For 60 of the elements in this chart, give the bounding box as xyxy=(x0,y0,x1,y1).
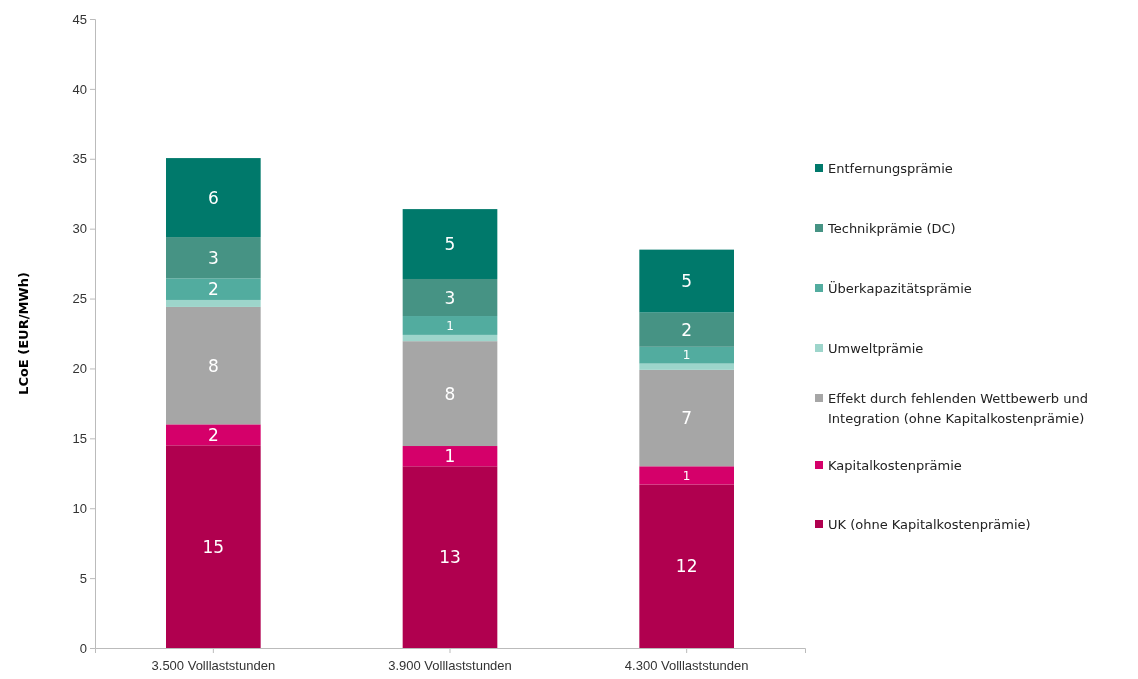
data-label: 6 xyxy=(207,187,219,208)
data-label: 3 xyxy=(444,287,456,308)
data-label: 15 xyxy=(202,536,225,557)
bar xyxy=(639,312,734,347)
y-tick-label: 20 xyxy=(72,361,87,377)
y-tick-label: 35 xyxy=(72,151,87,167)
bar xyxy=(166,299,261,307)
bar xyxy=(166,424,261,446)
bar xyxy=(402,278,498,317)
bar xyxy=(402,446,498,467)
legend-label: Effekt durch fehlenden Wettbewerb und Integration (ohne Kapitalkostenprämie) xyxy=(828,390,1088,426)
bar xyxy=(402,316,498,335)
data-label: 2 xyxy=(681,319,693,340)
data-label: 2 xyxy=(207,279,219,300)
y-tick-label: 15 xyxy=(72,430,87,446)
data-label: 3 xyxy=(207,247,219,268)
bar xyxy=(639,249,734,313)
x-tick-label: 3.500 Volllaststunden xyxy=(151,658,276,674)
data-label: 5 xyxy=(444,234,456,255)
y-tick-label: 25 xyxy=(72,291,87,307)
legend-label: Umweltprämie xyxy=(828,340,924,356)
data-label: 13 xyxy=(439,547,461,568)
bar xyxy=(639,346,734,364)
bar xyxy=(402,466,498,648)
data-label: 1 xyxy=(682,348,691,363)
y-tick-label: 10 xyxy=(72,500,87,516)
data-label: 1 xyxy=(444,446,456,467)
bar xyxy=(166,445,261,648)
data-label: 7 xyxy=(681,408,693,429)
legend-label: Überkapazitätsprämie xyxy=(828,279,972,296)
bar xyxy=(166,158,261,238)
x-tick-label: 3.900 Volllaststunden xyxy=(388,658,512,674)
y-tick-label: 5 xyxy=(79,570,87,586)
y-tick-label: 0 xyxy=(79,640,87,656)
bar xyxy=(639,466,734,485)
bar xyxy=(402,334,498,342)
bar xyxy=(166,306,261,425)
x-tick-label: 4.300 Volllaststunden xyxy=(624,658,749,674)
bar xyxy=(166,278,261,300)
legend-label: Kapitalkostenprämie xyxy=(828,457,962,473)
data-label: 12 xyxy=(675,556,698,577)
y-axis-title: LCoE (EUR/MWh) xyxy=(16,272,31,395)
y-tick-label: 40 xyxy=(72,81,87,97)
bar xyxy=(639,369,734,467)
legend-label: Technikprämie (DC) xyxy=(827,220,956,236)
bar xyxy=(639,484,734,648)
y-tick-label: 30 xyxy=(72,221,87,237)
data-label: 2 xyxy=(207,424,219,445)
bar xyxy=(166,237,261,279)
bar xyxy=(402,209,498,279)
data-label: 8 xyxy=(444,383,456,404)
y-tick-label: 45 xyxy=(72,11,87,27)
data-label: 1 xyxy=(682,468,691,483)
legend-label: Entfernungsprämie xyxy=(828,160,953,176)
bar xyxy=(639,363,734,370)
data-label: 1 xyxy=(446,318,454,333)
bar xyxy=(402,341,498,447)
data-label: 8 xyxy=(207,355,219,376)
legend-label: UK (ohne Kapitalkostenprämie) xyxy=(828,516,1031,532)
data-label: 5 xyxy=(681,271,693,292)
